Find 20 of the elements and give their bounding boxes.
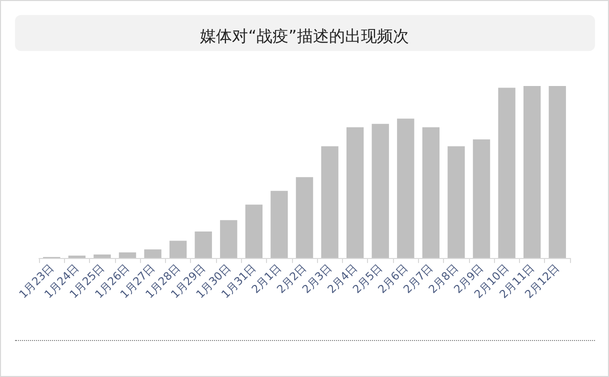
bar (372, 124, 389, 258)
bar (118, 252, 136, 258)
bar (397, 118, 414, 258)
bar (245, 204, 263, 258)
bar (194, 232, 212, 258)
bar (169, 240, 187, 258)
bar (548, 86, 566, 258)
bar (422, 127, 440, 258)
bar (346, 127, 364, 258)
bar (220, 220, 238, 258)
bar (296, 177, 314, 258)
bar (321, 146, 338, 258)
bar (472, 139, 490, 258)
bar (270, 190, 288, 258)
bar (498, 88, 516, 258)
bar (94, 254, 111, 258)
bar (448, 146, 465, 258)
chart-title: 媒体对“战疫”描述的出现频次 (200, 26, 409, 46)
bar (523, 86, 541, 258)
bar (144, 249, 162, 258)
